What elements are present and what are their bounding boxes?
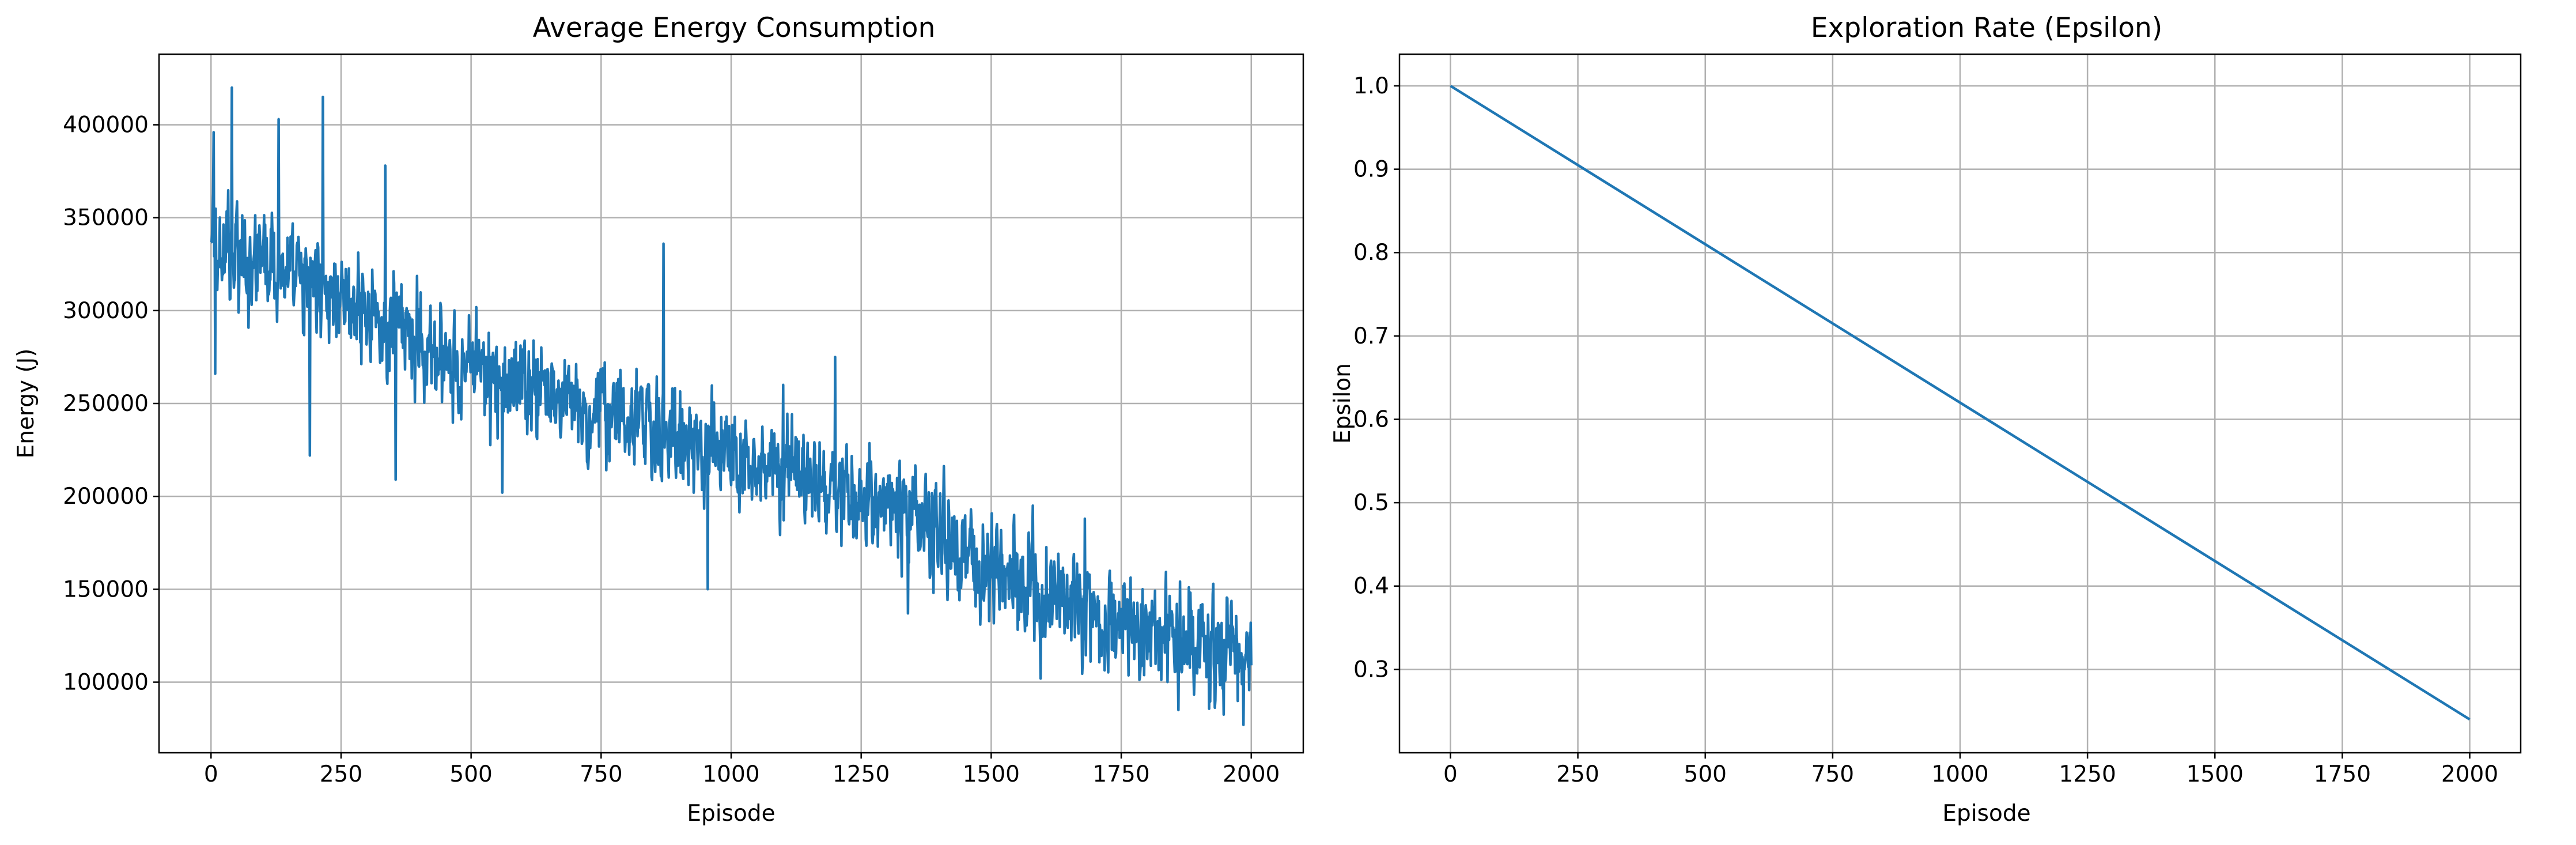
energy-x-tick-label: 750	[580, 761, 622, 787]
energy-chart-title: Average Energy Consumption	[533, 12, 936, 44]
epsilon-y-tick-label: 0.5	[1353, 490, 1389, 516]
epsilon-x-axis-label: Episode	[1942, 801, 2030, 827]
epsilon-series-line	[1450, 85, 2471, 721]
epsilon-x-tick-label: 500	[1684, 761, 1727, 787]
energy-y-tick-label: 300000	[63, 298, 149, 324]
energy-series-line	[210, 86, 1253, 726]
epsilon-y-tick-label: 0.7	[1353, 323, 1389, 349]
energy-y-axis-label: Energy (J)	[13, 349, 39, 459]
energy-x-axis-label: Episode	[687, 801, 775, 827]
epsilon-x-ticks: 0 250 500 750 1000 1250 1500 1750 2000	[1443, 753, 2498, 787]
epsilon-x-tick-label: 2000	[2441, 761, 2498, 787]
energy-y-tick-label: 350000	[63, 205, 149, 231]
epsilon-y-tick-label: 0.9	[1353, 157, 1389, 183]
energy-x-tick-label: 500	[449, 761, 492, 787]
energy-y-tick-label: 200000	[63, 484, 149, 510]
energy-y-ticks: 100000 150000 200000 250000 300000 350000 4000…	[63, 112, 159, 696]
energy-chart: Average Energy Consumption 0 250 500 750 100…	[13, 12, 1304, 827]
energy-y-tick-label: 250000	[63, 391, 149, 417]
energy-x-tick-label: 1750	[1092, 761, 1149, 787]
epsilon-y-tick-label: 0.6	[1353, 406, 1389, 432]
epsilon-y-tick-label: 0.8	[1353, 240, 1389, 266]
epsilon-y-tick-label: 0.4	[1353, 574, 1389, 599]
epsilon-y-axis-label: Epsilon	[1330, 363, 1356, 444]
energy-x-tick-label: 1500	[963, 761, 1020, 787]
epsilon-x-tick-label: 1250	[2059, 761, 2116, 787]
epsilon-chart: Exploration Rate (Epsilon) 0 250 500 750 100…	[1330, 12, 2522, 827]
energy-x-ticks: 0 250 500 750 1000 1250 1500 1750 2000	[204, 753, 1280, 787]
epsilon-x-tick-label: 750	[1811, 761, 1854, 787]
energy-y-tick-label: 100000	[63, 670, 149, 696]
energy-y-tick-label: 400000	[63, 112, 149, 138]
energy-x-tick-label: 1250	[833, 761, 890, 787]
epsilon-x-tick-label: 1750	[2314, 761, 2371, 787]
epsilon-x-tick-label: 1000	[1931, 761, 1988, 787]
epsilon-y-ticks: 0.3 0.4 0.5 0.6 0.7 0.8 0.9 1.0	[1353, 73, 1399, 682]
energy-x-tick-label: 1000	[702, 761, 759, 787]
energy-series-group	[210, 86, 1253, 726]
energy-chart-grid	[159, 54, 1303, 753]
epsilon-y-tick-label: 1.0	[1353, 73, 1389, 99]
energy-y-tick-label: 150000	[63, 576, 149, 602]
epsilon-x-tick-label: 1500	[2187, 761, 2244, 787]
energy-x-tick-label: 0	[204, 761, 218, 787]
epsilon-y-tick-label: 0.3	[1353, 657, 1389, 682]
energy-x-tick-label: 2000	[1223, 761, 1280, 787]
epsilon-x-tick-label: 0	[1443, 761, 1458, 787]
epsilon-series-group	[1450, 85, 2471, 721]
epsilon-chart-title: Exploration Rate (Epsilon)	[1811, 12, 2162, 44]
energy-x-tick-label: 250	[320, 761, 362, 787]
epsilon-x-tick-label: 250	[1556, 761, 1599, 787]
